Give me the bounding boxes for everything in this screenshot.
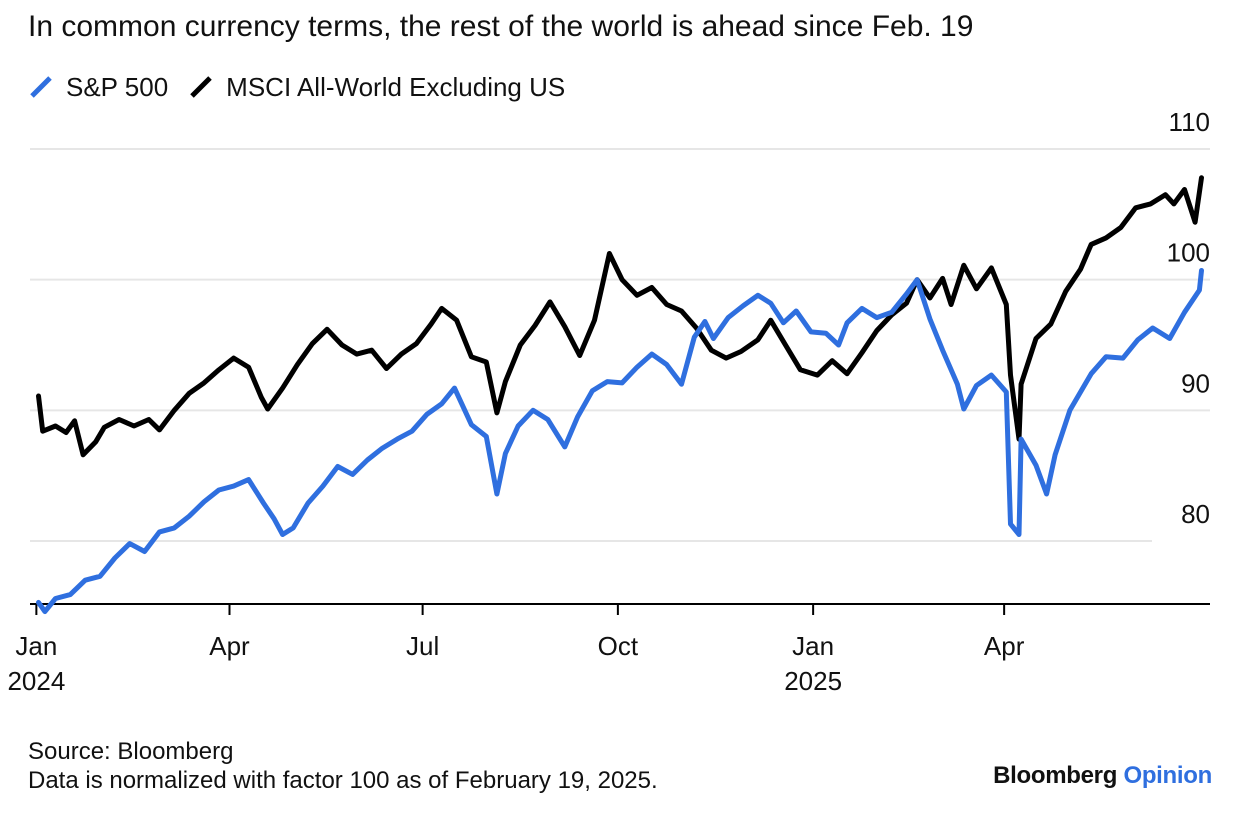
source-note: Source: Bloomberg <box>28 738 234 765</box>
x-tick-label: Apr <box>209 631 250 661</box>
legend-item-sp500: S&P 500 <box>28 72 168 103</box>
chart-title: In common currency terms, the rest of th… <box>28 10 974 43</box>
x-tick-year-label: 2025 <box>784 666 842 696</box>
brand-logo: Bloomberg Opinion <box>993 762 1212 790</box>
series-lines <box>36 175 1204 615</box>
normalization-note: Data is normalized with factor 100 as of… <box>28 767 658 794</box>
legend-item-msci: MSCI All-World Excluding US <box>188 72 565 103</box>
y-tick-label: 80 <box>1181 499 1210 529</box>
legend-label-msci: MSCI All-World Excluding US <box>226 71 566 102</box>
y-tick-label: 100 <box>1167 238 1210 268</box>
brand-opinion: Opinion <box>1123 762 1212 789</box>
y-tick-label: 90 <box>1181 368 1210 398</box>
series-line-sp500 <box>36 268 1204 615</box>
series-line-msci <box>36 175 1204 458</box>
x-tick-label: Jan <box>15 631 57 661</box>
x-tick-label: Apr <box>984 631 1025 661</box>
brand-bloomberg: Bloomberg <box>993 762 1118 789</box>
y-axis: 80 90 100 110 <box>1167 107 1210 529</box>
x-tick-year-label: 2024 <box>7 666 65 696</box>
x-tick-label: Oct <box>598 631 639 661</box>
x-axis: Jan 2024 Apr Jul Oct Jan 2025 Apr <box>7 603 1210 696</box>
y-tick-label: 110 <box>1169 107 1210 137</box>
x-tick-label: Jul <box>406 631 439 661</box>
legend-label-sp500: S&P 500 <box>66 71 169 102</box>
diagonal-line-icon <box>190 76 212 98</box>
footer: Source: Bloomberg Data is normalized wit… <box>28 737 658 795</box>
legend: S&P 500 MSCI All-World Excluding US <box>28 70 565 104</box>
diagonal-line-icon <box>30 76 52 98</box>
x-tick-label: Jan <box>792 631 834 661</box>
